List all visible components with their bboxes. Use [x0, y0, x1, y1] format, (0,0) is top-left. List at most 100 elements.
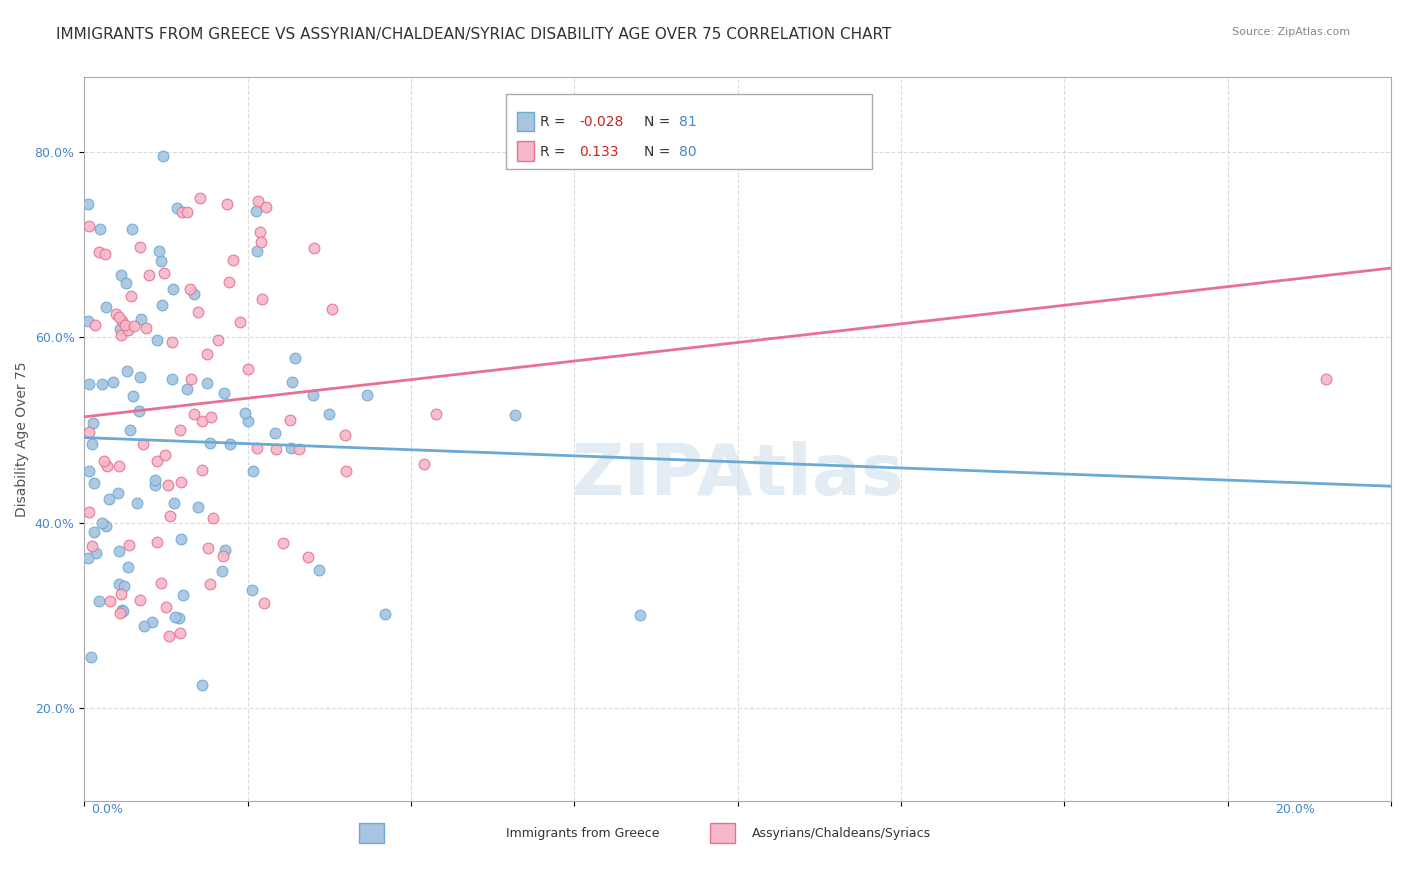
Point [114, 318, 136, 333]
Point [280, 442, 302, 456]
Point [82, 436, 104, 450]
Point [250, 235, 273, 249]
Point [94, 300, 117, 314]
Text: 81: 81 [679, 115, 697, 129]
Point [188, 191, 211, 205]
Point [160, 372, 183, 386]
Point [219, 437, 242, 451]
Point [190, 414, 212, 428]
Point [129, 240, 152, 254]
Point [84, 546, 107, 560]
Point [187, 305, 209, 319]
Point [127, 496, 149, 510]
Point [138, 268, 160, 283]
Point [335, 464, 357, 478]
Point [197, 541, 219, 556]
Point [170, 532, 193, 546]
Point [111, 603, 134, 617]
Point [207, 333, 229, 347]
Point [263, 426, 285, 441]
Point [155, 448, 177, 462]
Point [301, 387, 323, 401]
Point [107, 485, 129, 500]
Point [121, 221, 143, 235]
Point [77, 377, 100, 392]
Point [254, 200, 277, 214]
Text: 0.0%: 0.0% [91, 803, 124, 816]
Point [1315, 372, 1337, 386]
Point [159, 508, 181, 523]
Point [110, 587, 132, 601]
Point [96, 459, 118, 474]
Point [132, 619, 155, 633]
Point [83, 524, 105, 539]
Point [143, 478, 166, 492]
Point [107, 544, 129, 558]
Point [82, 417, 104, 431]
Point [503, 408, 526, 422]
Text: N =: N = [644, 145, 675, 159]
Point [108, 459, 131, 474]
Point [246, 194, 269, 208]
Point [98, 594, 121, 608]
Point [628, 608, 651, 623]
Point [115, 364, 138, 378]
Point [271, 535, 294, 549]
Point [250, 292, 273, 306]
Point [77, 464, 100, 478]
Point [249, 225, 271, 239]
Point [145, 333, 167, 347]
Point [128, 404, 150, 418]
Point [169, 626, 191, 640]
Point [108, 322, 131, 336]
Point [129, 592, 152, 607]
Point [190, 462, 212, 476]
Point [145, 534, 167, 549]
Point [233, 406, 256, 420]
Point [253, 597, 276, 611]
Point [120, 289, 142, 303]
Point [284, 351, 307, 365]
Point [122, 319, 145, 334]
Point [111, 603, 134, 617]
Point [89, 222, 111, 236]
Point [80, 650, 103, 665]
Text: -0.028: -0.028 [579, 115, 624, 129]
Text: R =: R = [540, 145, 574, 159]
Point [176, 204, 198, 219]
Point [110, 606, 132, 620]
Point [110, 328, 132, 343]
Point [281, 375, 304, 389]
Point [242, 464, 264, 478]
Point [108, 577, 131, 591]
Point [179, 282, 201, 296]
Point [118, 538, 141, 552]
Point [200, 409, 222, 424]
Point [201, 510, 224, 524]
Point [245, 203, 267, 218]
Point [110, 268, 132, 282]
Text: N =: N = [644, 115, 675, 129]
Point [200, 576, 222, 591]
Point [117, 560, 139, 574]
Point [153, 266, 176, 280]
Point [356, 387, 378, 401]
Point [149, 254, 172, 268]
Point [108, 310, 131, 324]
Point [211, 565, 233, 579]
Point [288, 442, 311, 457]
Point [218, 275, 240, 289]
Point [335, 428, 357, 442]
Point [163, 496, 186, 510]
Point [172, 588, 194, 602]
Point [135, 321, 157, 335]
Point [187, 500, 209, 515]
Point [321, 302, 343, 317]
Point [211, 549, 233, 563]
Point [198, 436, 221, 450]
Point [157, 478, 180, 492]
Point [83, 476, 105, 491]
Point [425, 407, 447, 421]
Point [77, 219, 100, 233]
Point [89, 594, 111, 608]
